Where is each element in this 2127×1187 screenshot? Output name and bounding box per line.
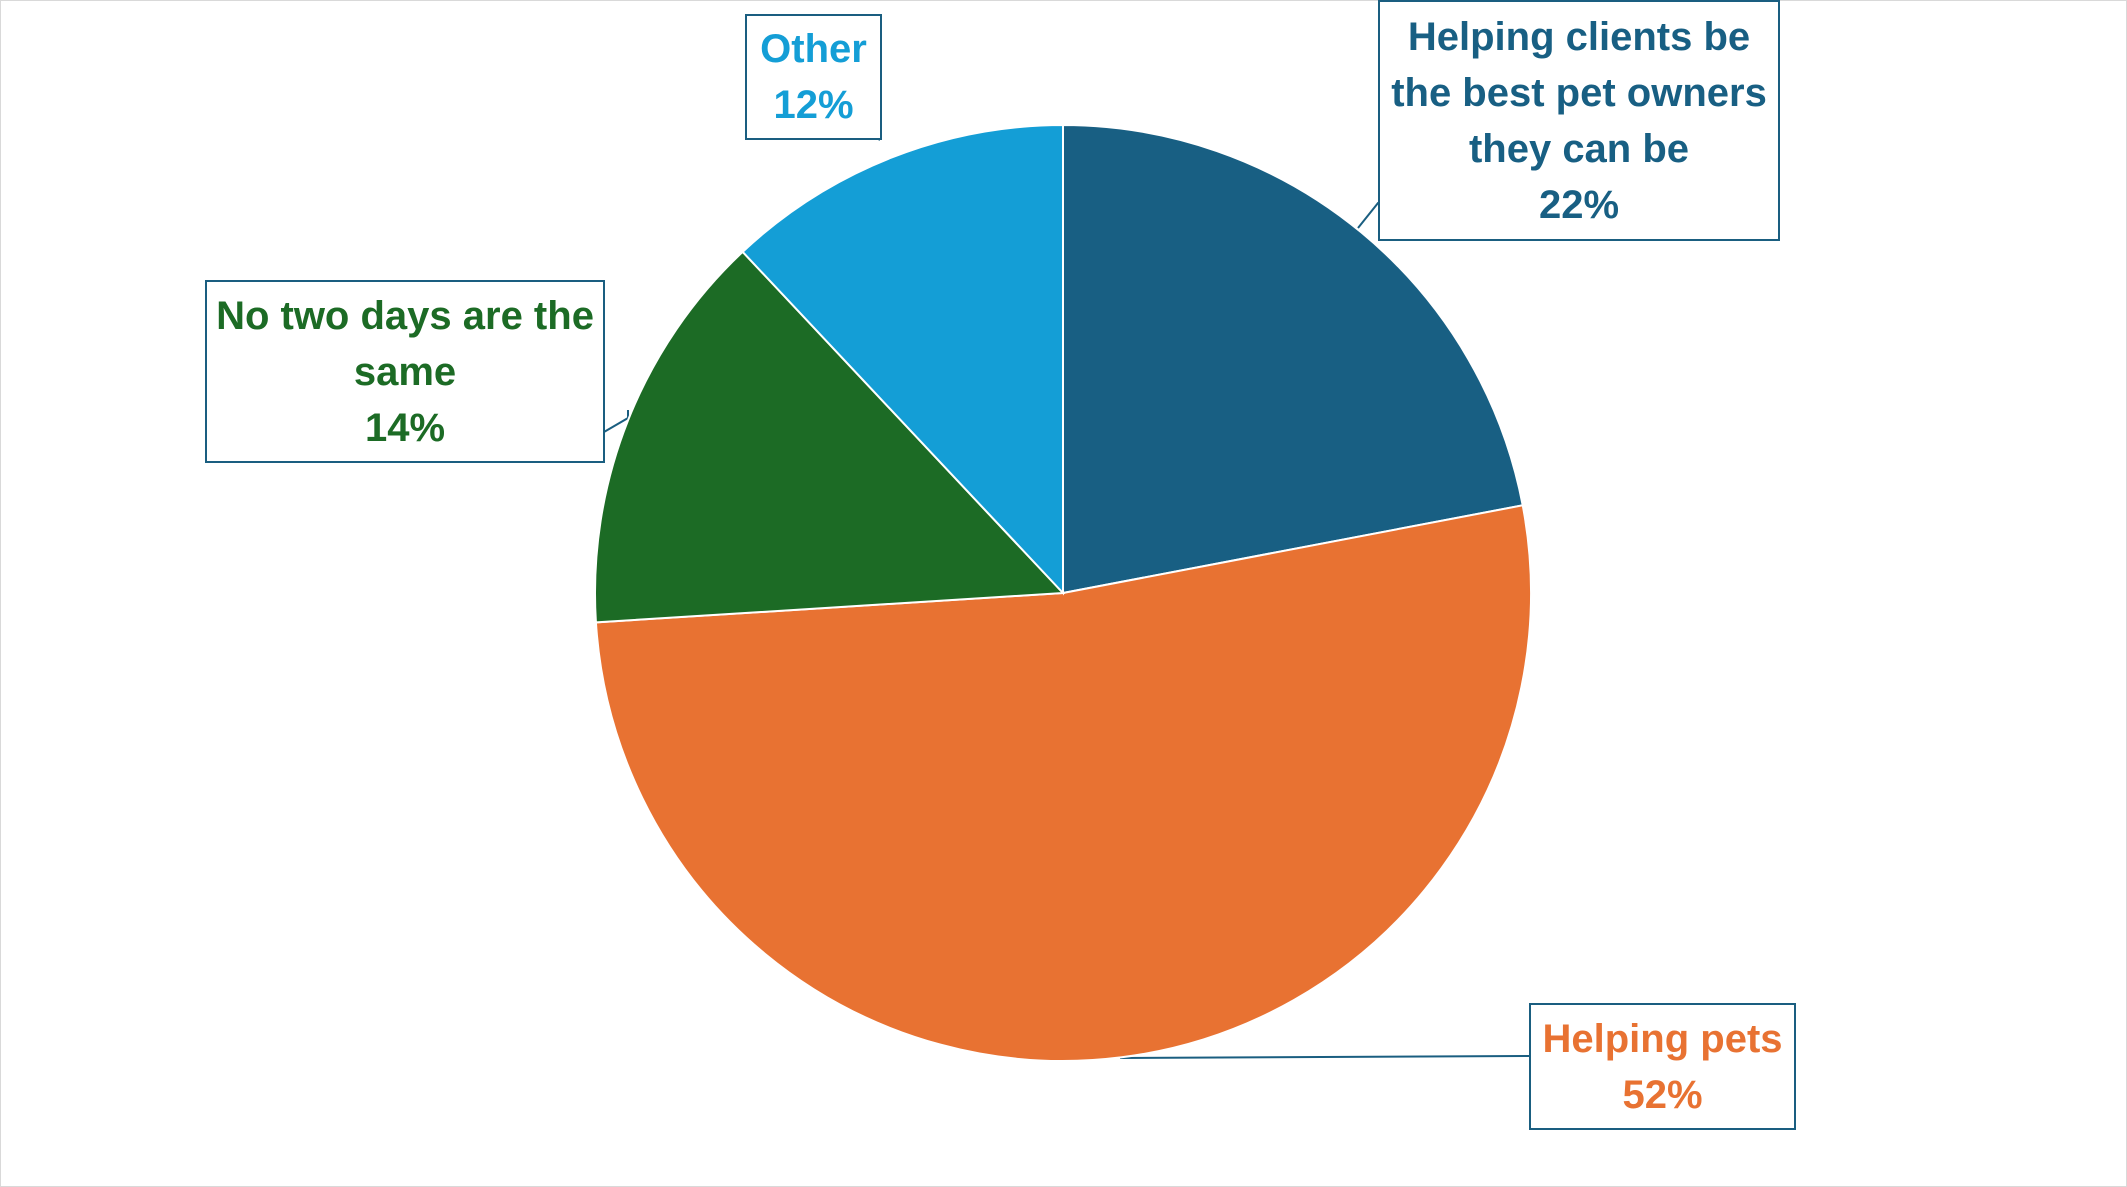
label-pets-line1: Helping pets xyxy=(1542,1016,1783,1061)
label-other-line1: Other xyxy=(760,27,867,71)
label-clients-line3: they can be xyxy=(1468,126,1690,171)
label-clients-line2: the best pet owners xyxy=(1391,70,1767,115)
label-other: Other 12% xyxy=(745,14,882,140)
label-pets-pct: 52% xyxy=(1622,1072,1703,1117)
label-days: No two days are the same 14% xyxy=(205,280,605,463)
label-clients-pct: 22% xyxy=(1538,182,1620,227)
pie-slices xyxy=(594,123,1532,1062)
label-days-line1: No two days are the xyxy=(216,293,594,338)
leader-line-pets xyxy=(1119,1055,1530,1059)
label-clients-line1: Helping clients be xyxy=(1407,14,1751,59)
label-other-pct: 12% xyxy=(773,83,854,127)
pie-slice-other xyxy=(741,123,1064,596)
label-pets: Helping pets 52% xyxy=(1529,1003,1796,1130)
label-days-line2: same xyxy=(353,349,457,394)
pie-slice-pets xyxy=(594,504,1532,1062)
pie-slice-days xyxy=(594,250,1066,624)
label-days-pct: 14% xyxy=(364,405,446,450)
pie-slice-clients xyxy=(1062,123,1524,595)
label-clients: Helping clients be the best pet owners t… xyxy=(1378,0,1780,241)
